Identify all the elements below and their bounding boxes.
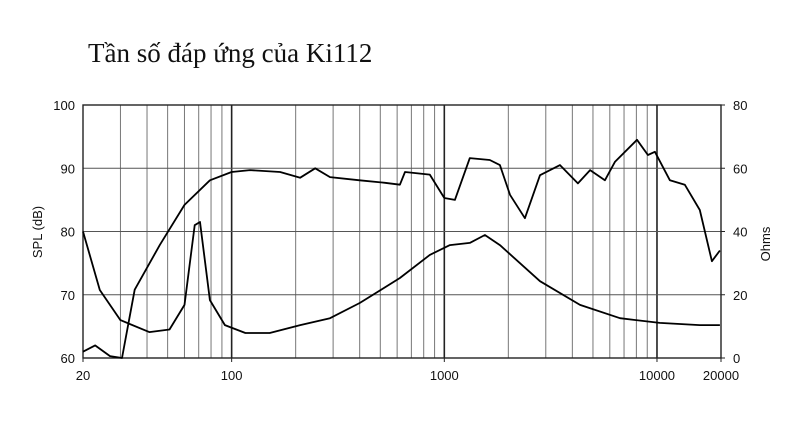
y-tick-label: 100 xyxy=(53,98,75,113)
y-tick-label: 90 xyxy=(61,161,75,176)
x-tick-label: 100 xyxy=(221,368,243,383)
y-tick-label: 70 xyxy=(61,288,75,303)
x-tick-label: 10000 xyxy=(639,368,675,383)
y-tick-label: 60 xyxy=(61,351,75,366)
y2-tick-label: 80 xyxy=(733,98,747,113)
x-tick-label: 20 xyxy=(76,368,90,383)
chart-title: Tần số đáp ứng của Ki112 xyxy=(88,38,372,68)
y2-axis-label: Ohms xyxy=(758,226,773,261)
data-line xyxy=(82,221,720,334)
y2-tick-label: 40 xyxy=(733,225,747,240)
data-line xyxy=(82,138,721,359)
y2-tick-label: 60 xyxy=(733,161,747,176)
x-tick-label: 20000 xyxy=(703,368,739,383)
y-axis-label: SPL (dB) xyxy=(30,206,45,258)
y2-tick-label: 20 xyxy=(733,288,747,303)
y2-tick-label: 0 xyxy=(733,351,740,366)
y-tick-label: 80 xyxy=(61,225,75,240)
x-tick-label: 1000 xyxy=(430,368,459,383)
